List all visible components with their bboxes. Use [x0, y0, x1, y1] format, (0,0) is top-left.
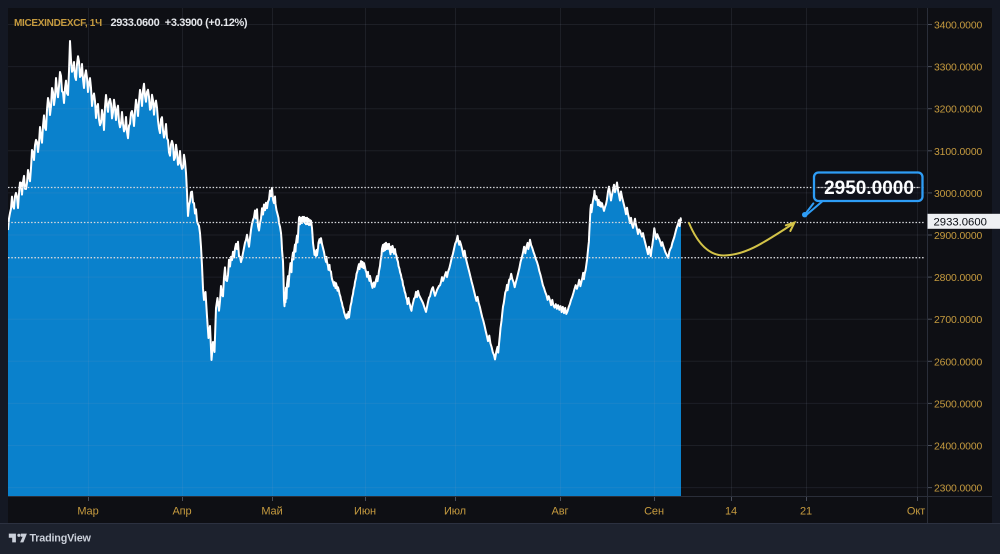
svg-text:Июн: Июн	[354, 506, 376, 518]
svg-text:Июл: Июл	[444, 506, 466, 518]
svg-text:3300.0000: 3300.0000	[934, 63, 983, 74]
svg-text:Апр: Апр	[172, 506, 191, 518]
svg-text:2933.0600 +3.3900 (+0.12%): 2933.0600 +3.3900 (+0.12%)	[111, 17, 248, 29]
svg-text:2300.0000: 2300.0000	[934, 484, 983, 495]
svg-text:2950.0000: 2950.0000	[824, 178, 914, 199]
svg-text:2500.0000: 2500.0000	[934, 399, 983, 410]
svg-text:3100.0000: 3100.0000	[934, 147, 983, 158]
svg-text:3200.0000: 3200.0000	[934, 105, 983, 116]
svg-text:2700.0000: 2700.0000	[934, 315, 983, 326]
svg-text:2933.0600: 2933.0600	[934, 217, 987, 229]
svg-text:TradingView: TradingView	[30, 533, 92, 545]
svg-text:2800.0000: 2800.0000	[934, 273, 983, 284]
svg-text:2900.0000: 2900.0000	[934, 231, 983, 242]
svg-text:Авг: Авг	[552, 506, 569, 518]
svg-text:21: 21	[800, 506, 812, 518]
svg-text:2400.0000: 2400.0000	[934, 442, 983, 453]
svg-text:14: 14	[725, 506, 737, 518]
svg-text:MICEXINDEXCF, 1Ч: MICEXINDEXCF, 1Ч	[14, 18, 102, 29]
svg-text:3000.0000: 3000.0000	[934, 189, 983, 200]
svg-text:2600.0000: 2600.0000	[934, 357, 983, 368]
svg-text:Сен: Сен	[644, 506, 664, 518]
svg-text:Мар: Мар	[77, 506, 98, 518]
svg-text:Окт: Окт	[907, 506, 925, 518]
svg-text:3400.0000: 3400.0000	[934, 21, 983, 32]
svg-text:Май: Май	[261, 506, 282, 518]
